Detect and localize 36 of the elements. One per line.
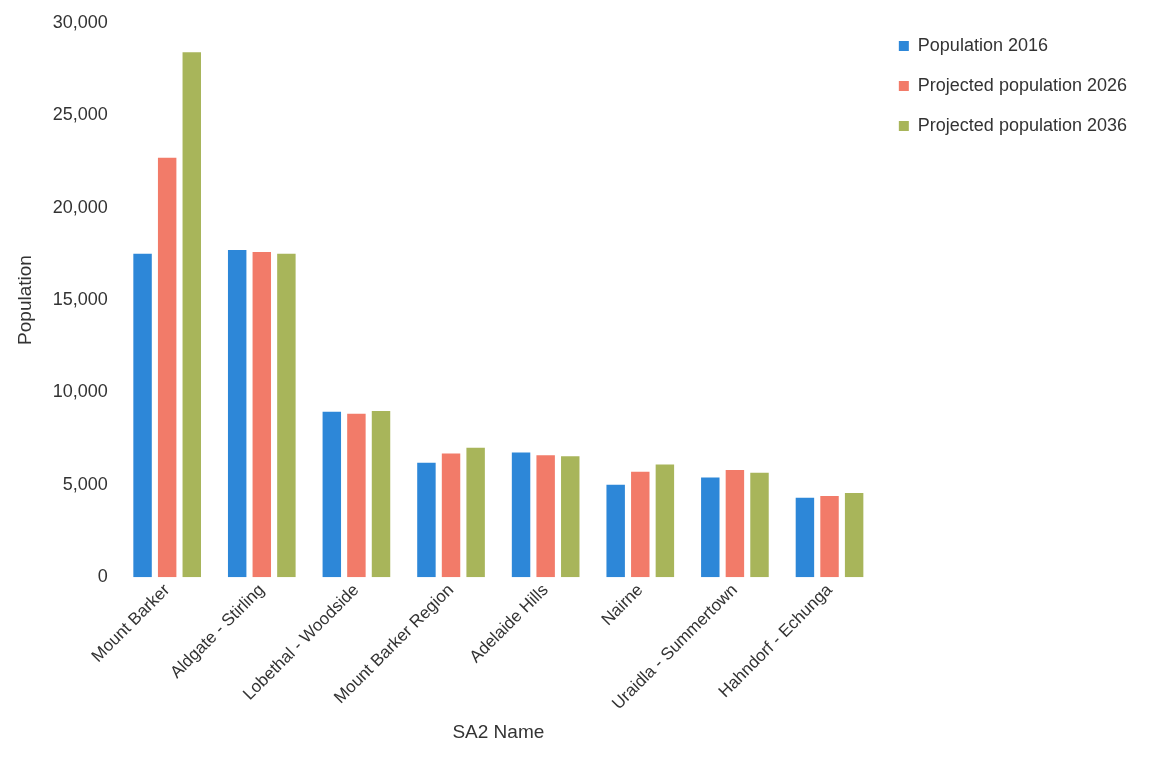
bar: [252, 251, 272, 578]
bar: [277, 253, 296, 578]
legend-label: Projected population 2026: [917, 74, 1128, 95]
bar: [561, 456, 580, 578]
y-tick-label: 25,000: [52, 104, 108, 125]
legend-label: Projected population 2036: [917, 114, 1128, 135]
bar: [631, 471, 650, 578]
bar: [820, 495, 839, 578]
bar: [536, 455, 555, 578]
y-tick-label: 30,000: [52, 11, 108, 32]
bar: [750, 472, 769, 578]
bar: [133, 253, 152, 578]
bar: [441, 453, 461, 578]
bar: [795, 497, 815, 578]
bar: [347, 413, 366, 578]
bar: [157, 157, 177, 578]
bar: [322, 411, 342, 578]
bar: [655, 464, 675, 578]
bar: [227, 250, 247, 578]
bar: [417, 462, 436, 578]
bar: [511, 452, 531, 578]
y-tick-label: 20,000: [52, 196, 108, 217]
bar: [725, 470, 745, 578]
legend-label: Population 2016: [917, 34, 1048, 55]
y-tick-label: 15,000: [52, 288, 108, 309]
bar: [371, 410, 391, 578]
bar: [844, 493, 864, 578]
bar: [701, 477, 720, 578]
y-tick-label: 0: [97, 566, 108, 587]
bar: [182, 52, 201, 578]
bar: [466, 447, 485, 578]
x-axis-title: SA2 Name: [452, 720, 545, 742]
y-tick-label: 5,000: [62, 473, 108, 494]
y-axis-title: Population: [13, 255, 35, 345]
bar: [606, 484, 625, 578]
y-tick-label: 10,000: [52, 381, 108, 402]
